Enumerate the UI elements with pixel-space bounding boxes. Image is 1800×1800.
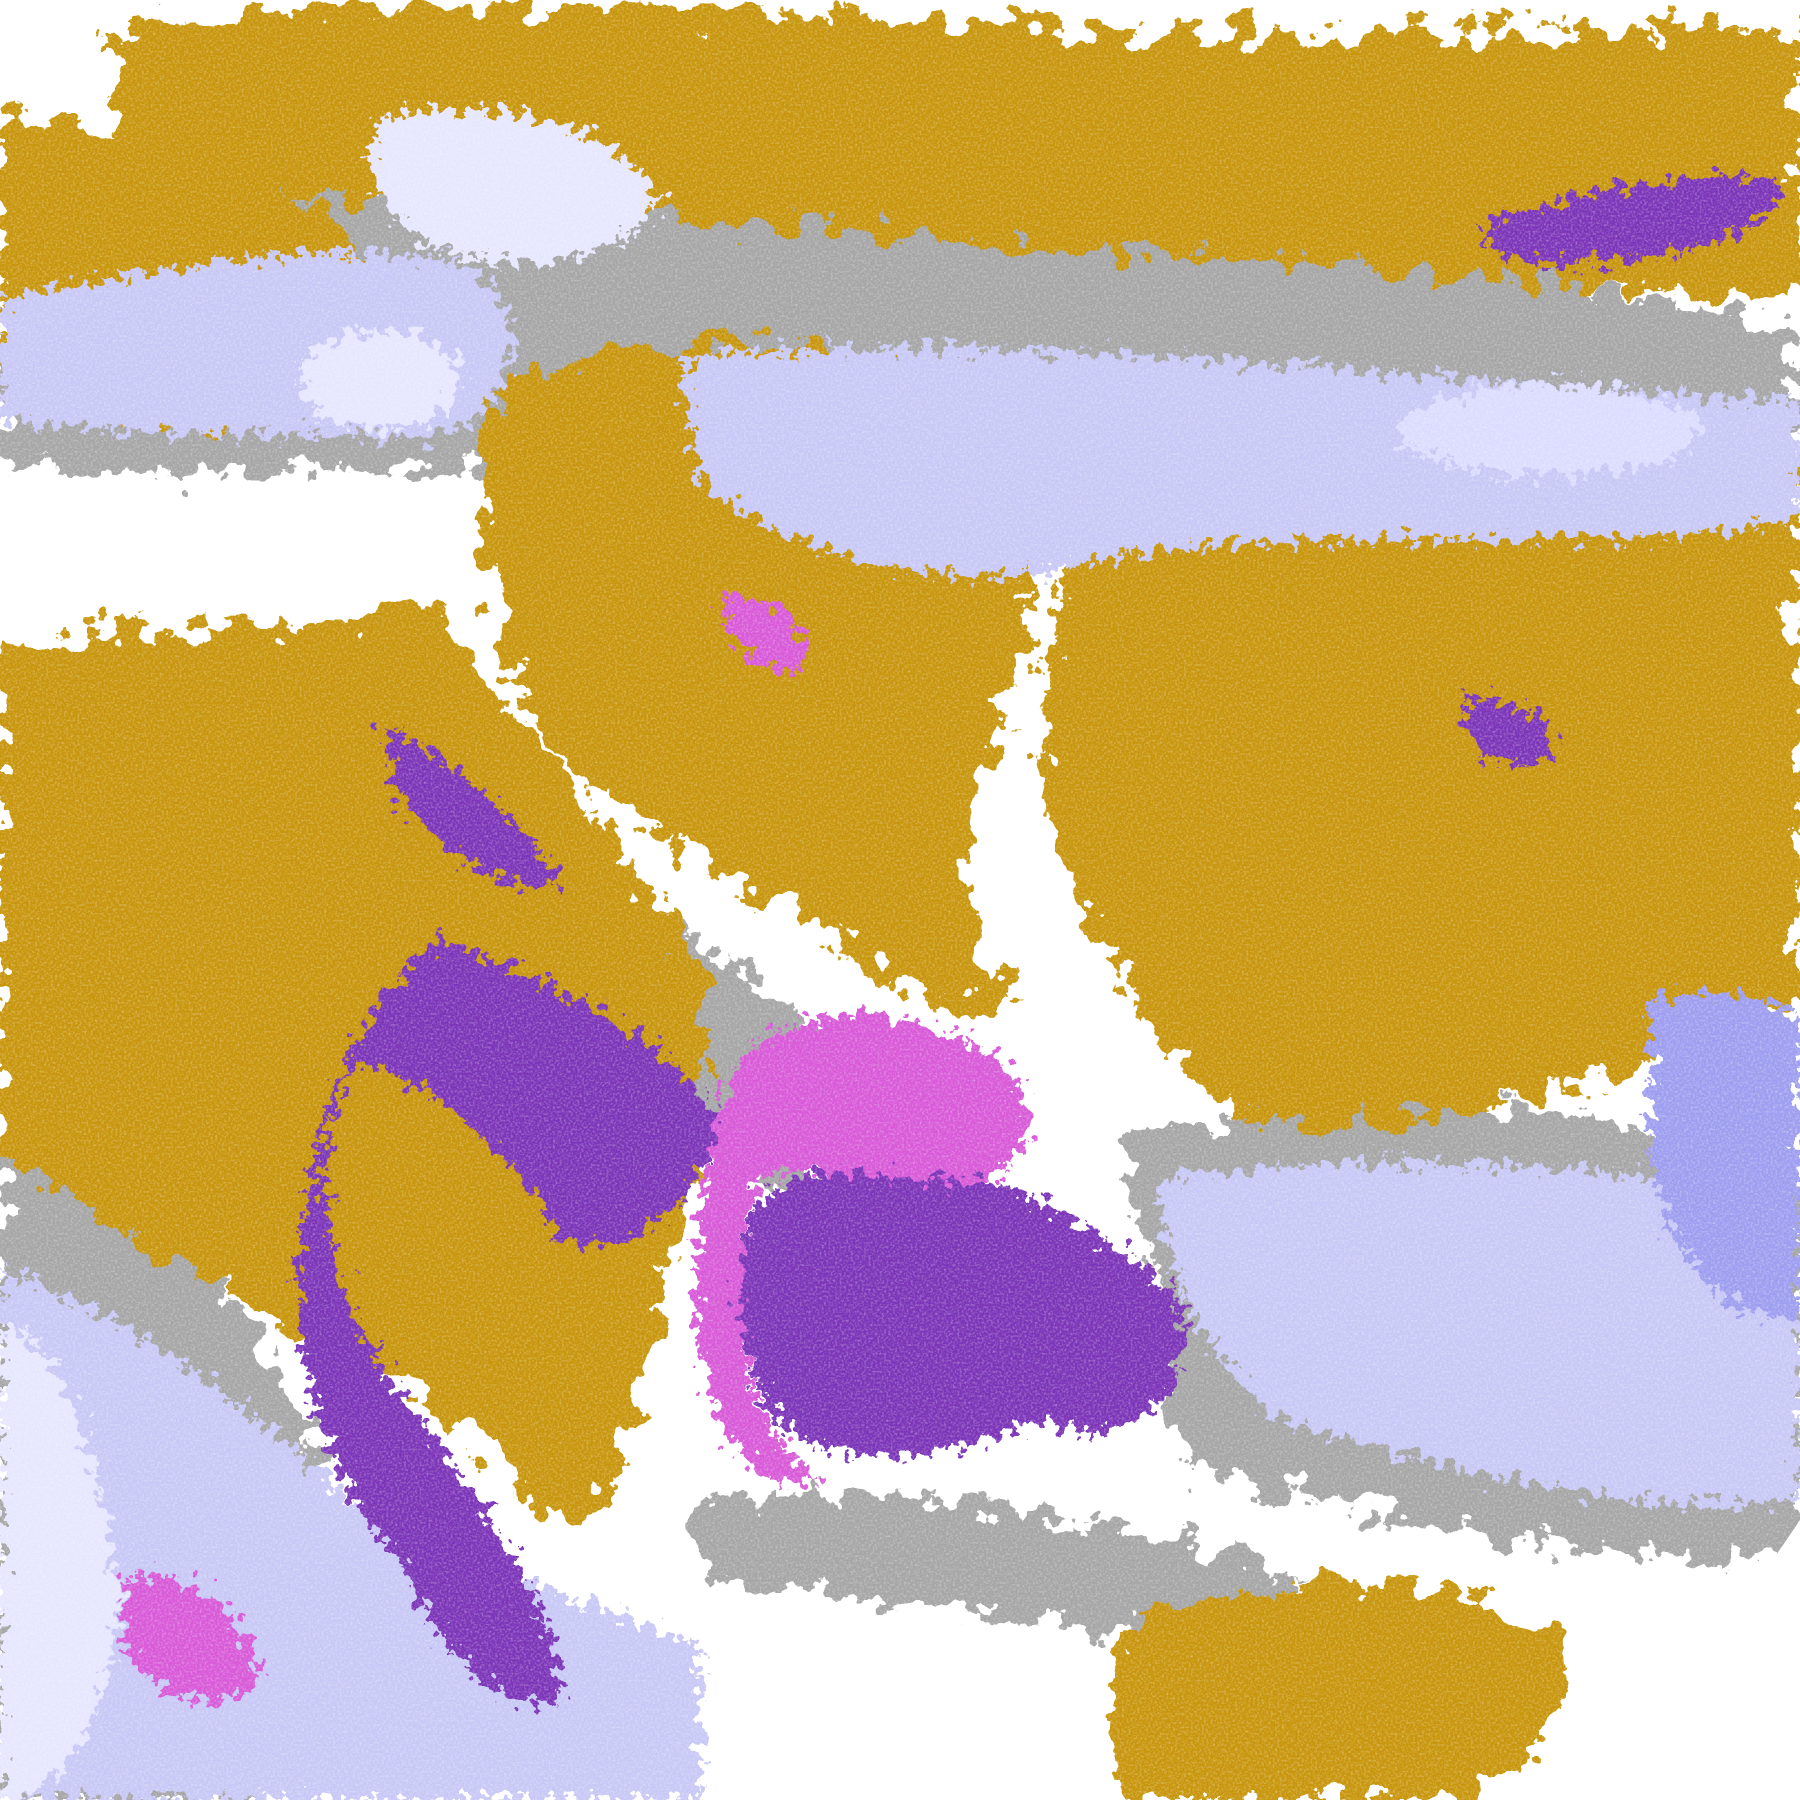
off-disk-area [1560,1520,1800,1800]
